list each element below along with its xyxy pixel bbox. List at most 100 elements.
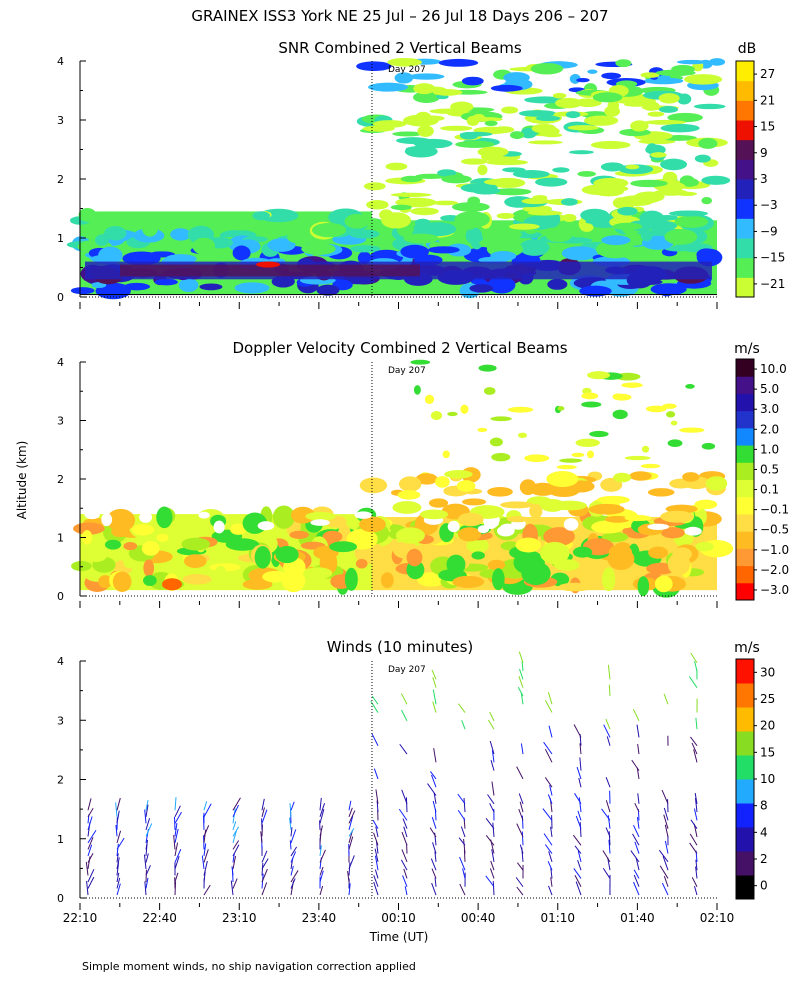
wind-barb (290, 827, 293, 837)
velocity-colorbar-unit: m/s (734, 341, 760, 357)
velocity-upper-cell (359, 477, 388, 494)
footnote: Simple moment winds, no ship navigation … (82, 960, 416, 973)
snr-cell (199, 283, 223, 291)
wind-barb (403, 868, 408, 879)
velocity-upper-cell (392, 501, 422, 514)
velocity-cell (181, 537, 211, 551)
winds-colorbar-swatch (736, 659, 754, 684)
snr-upper-cell (400, 175, 423, 183)
wind-barb (487, 794, 495, 805)
velocity-gap (198, 511, 210, 519)
velocity-colorbar-swatch (736, 548, 754, 567)
wind-barb (434, 877, 437, 887)
velocity-cell (513, 550, 545, 575)
wind-barb (635, 857, 640, 871)
wind-barb (261, 850, 268, 863)
snr-cell (644, 220, 678, 231)
velocity-colorbar-swatch (736, 479, 754, 498)
winds-colorbar-label: 0 (760, 879, 768, 893)
wind-barb (116, 877, 121, 889)
wind-barb (143, 854, 147, 870)
wind-barb (319, 866, 324, 876)
velocity-colorbar-label: 0.1 (760, 483, 779, 497)
snr-cell (545, 228, 572, 243)
snr-upper-cell (667, 112, 703, 123)
winds-colorbar-label: 2 (760, 852, 768, 866)
snr-upper-cell (587, 69, 598, 74)
wind-barb (487, 719, 495, 730)
velocity-aloft-cell (489, 437, 503, 447)
wind-barb (260, 831, 263, 843)
wind-barb (631, 759, 640, 771)
wind-barb (429, 827, 437, 838)
wind-barb (547, 861, 553, 871)
velocity-colorbar-frame (735, 358, 755, 601)
snr-upper-cell (660, 123, 700, 133)
snr-panel: SNR Combined 2 Vertical Beams 0 1 2 3 4 Day 2… (57, 39, 785, 309)
velocity-aloft-cell (557, 406, 565, 411)
snr-cell (349, 229, 380, 239)
velocity-cell (558, 582, 592, 592)
snr-cell (469, 284, 494, 293)
winds-colorbar-swatch (736, 875, 754, 900)
wind-barb (203, 843, 207, 857)
wind-barb (145, 823, 153, 837)
wind-barb (374, 848, 379, 862)
wind-barb (431, 868, 437, 879)
wind-barb (579, 757, 582, 771)
velocity-upper-cell (660, 510, 694, 523)
wind-barb (608, 839, 611, 854)
snr-y-tick-label: 2 (57, 173, 64, 186)
velocity-gap (563, 518, 579, 531)
velocity-aloft-cell (460, 404, 469, 414)
velocity-gap (684, 526, 702, 536)
winds-day-label: Day 207 (388, 665, 426, 675)
snr-upper-cell (432, 200, 459, 206)
snr-upper-cell (490, 188, 532, 196)
velocity-cell (660, 527, 685, 539)
velocity-cell (303, 567, 333, 580)
snr-colorbar-swatch (736, 159, 754, 180)
wind-barb (572, 834, 582, 846)
velocity-cell (98, 575, 113, 589)
wind-barb (544, 777, 553, 788)
snr-cell (487, 276, 516, 294)
snr-cell (479, 238, 508, 249)
wind-barb (87, 869, 95, 883)
snr-upper-cell (396, 137, 431, 145)
wind-barb (145, 800, 149, 811)
wind-barb (401, 849, 408, 863)
velocity-y-tick-label: 2 (57, 473, 64, 486)
snr-cell (223, 216, 260, 231)
wind-barb (689, 833, 698, 846)
wind-barb (174, 822, 178, 837)
wind-barb (116, 872, 120, 883)
winds-y-tick-label: 4 (57, 655, 64, 668)
snr-cell (252, 211, 270, 221)
wind-barb (518, 808, 524, 821)
snr-upper-cell (477, 146, 509, 158)
snr-upper-cell (404, 145, 438, 158)
snr-colorbar-label: −21 (760, 277, 785, 291)
wind-barb (432, 677, 437, 688)
wind-barb (232, 855, 237, 870)
snr-colorbar-swatch (736, 218, 754, 239)
wind-barb (405, 797, 408, 813)
wind-barb (605, 777, 611, 788)
snr-cell (601, 235, 631, 246)
wind-barb (432, 800, 437, 813)
wind-barb (290, 851, 297, 863)
wind-barb (491, 781, 495, 796)
snr-y-tick-label: 0 (57, 291, 64, 304)
snr-cell (508, 223, 540, 230)
snr-upper-cell (390, 192, 432, 197)
wind-barb (578, 797, 582, 813)
wind-barb (573, 724, 582, 738)
winds-x-tick-label: 00:10 (381, 911, 416, 925)
wind-barb (319, 845, 322, 856)
snr-upper-cell (660, 158, 688, 171)
wind-barb (174, 811, 182, 824)
wind-barb (431, 774, 437, 788)
wind-barb (607, 815, 611, 829)
wind-barb (374, 855, 379, 871)
